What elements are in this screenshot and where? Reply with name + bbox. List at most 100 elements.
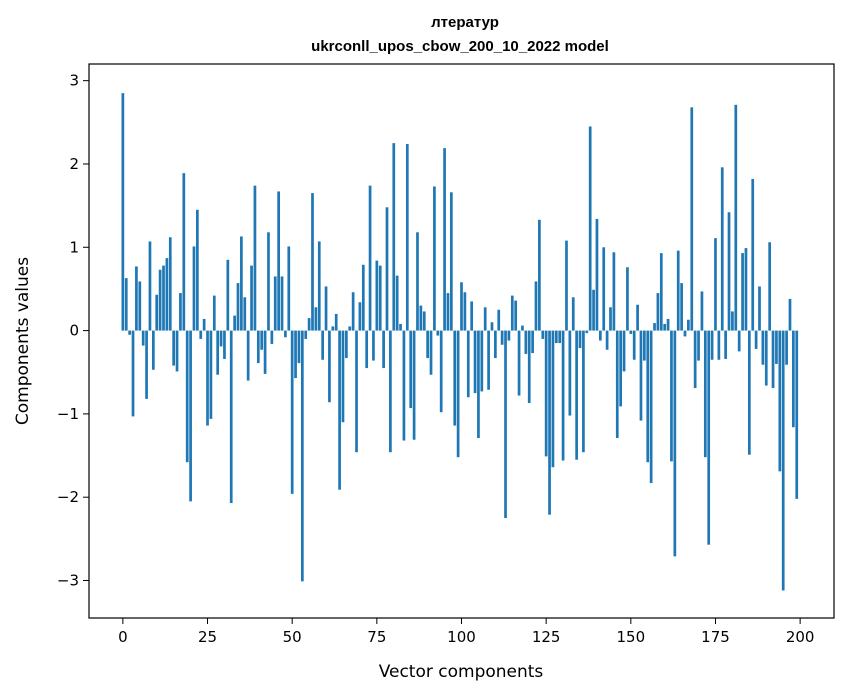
bar <box>138 281 142 331</box>
bar <box>697 330 700 361</box>
bar <box>389 330 392 453</box>
bar <box>683 330 687 337</box>
bar <box>399 323 402 331</box>
bar <box>720 167 724 331</box>
bar <box>246 330 250 381</box>
bar <box>517 330 521 396</box>
bar <box>365 330 369 369</box>
bar <box>473 330 477 394</box>
bar <box>409 330 413 409</box>
bar <box>504 330 507 519</box>
bar <box>148 241 152 331</box>
bar <box>419 305 423 331</box>
bar <box>416 232 419 331</box>
bar <box>575 330 578 460</box>
bar <box>548 330 551 515</box>
bar <box>243 297 247 331</box>
bar <box>466 330 470 398</box>
y-tick-label: 3 <box>69 72 79 90</box>
bar <box>348 326 352 331</box>
bar <box>179 293 182 331</box>
bar <box>690 107 694 331</box>
bar <box>314 307 318 331</box>
bar <box>182 173 186 331</box>
bar <box>226 259 230 331</box>
bar <box>395 275 399 331</box>
bar <box>494 330 497 359</box>
bar <box>355 330 358 453</box>
bar <box>284 330 287 338</box>
bar <box>792 330 795 428</box>
bar <box>443 148 446 331</box>
bar <box>185 330 189 463</box>
bar <box>680 283 683 331</box>
bar <box>490 322 494 331</box>
bar <box>795 330 799 499</box>
bar <box>463 292 467 331</box>
x-tick-label: 150 <box>616 628 645 646</box>
bar <box>378 265 382 331</box>
bar <box>124 278 128 331</box>
bar <box>199 330 203 339</box>
bar <box>578 330 582 349</box>
bar <box>663 323 667 331</box>
bar <box>639 330 643 421</box>
bar <box>666 318 670 331</box>
y-tick-label: −3 <box>57 572 79 590</box>
bar <box>294 330 297 379</box>
bar <box>541 330 545 339</box>
y-axis-label: Components values <box>13 257 33 425</box>
bar <box>592 289 595 331</box>
bar <box>785 330 788 365</box>
bar <box>781 330 785 591</box>
bar <box>632 330 636 360</box>
bar <box>747 330 751 455</box>
bar <box>240 236 243 331</box>
bar <box>585 330 589 334</box>
bar <box>605 330 609 350</box>
bar <box>405 143 409 331</box>
x-axis-label: Vector components <box>379 662 544 682</box>
bar <box>510 295 514 331</box>
y-tick-label: 1 <box>69 238 79 256</box>
bar <box>273 276 277 331</box>
y-tick-label: −1 <box>57 405 79 423</box>
bar <box>311 193 314 331</box>
bar <box>429 330 433 375</box>
bar <box>659 253 663 331</box>
bar <box>250 265 253 331</box>
bar <box>460 282 463 331</box>
bar <box>402 330 406 441</box>
bar <box>196 209 199 331</box>
bar <box>768 242 772 331</box>
bar <box>155 294 159 331</box>
bar <box>643 330 646 361</box>
bar <box>290 330 294 494</box>
chart-title: лтератур <box>431 14 499 31</box>
bar <box>385 207 389 331</box>
bar <box>280 276 284 331</box>
y-tick-label: −2 <box>57 488 79 506</box>
bar <box>426 330 429 359</box>
bar <box>338 330 341 490</box>
bar <box>372 330 375 361</box>
bar <box>131 330 135 417</box>
bar <box>321 330 325 360</box>
bar <box>121 93 125 331</box>
bar <box>561 330 565 461</box>
bar <box>334 313 338 331</box>
bar <box>622 330 626 372</box>
bar <box>527 330 531 404</box>
bar <box>189 330 192 502</box>
bar <box>209 330 213 419</box>
bar <box>162 265 165 331</box>
bar <box>524 330 528 354</box>
bar <box>277 191 280 331</box>
bar <box>392 143 396 331</box>
bar <box>304 330 308 339</box>
bar <box>229 330 233 504</box>
bar <box>260 330 264 350</box>
bar <box>497 309 501 331</box>
bar <box>582 330 585 453</box>
